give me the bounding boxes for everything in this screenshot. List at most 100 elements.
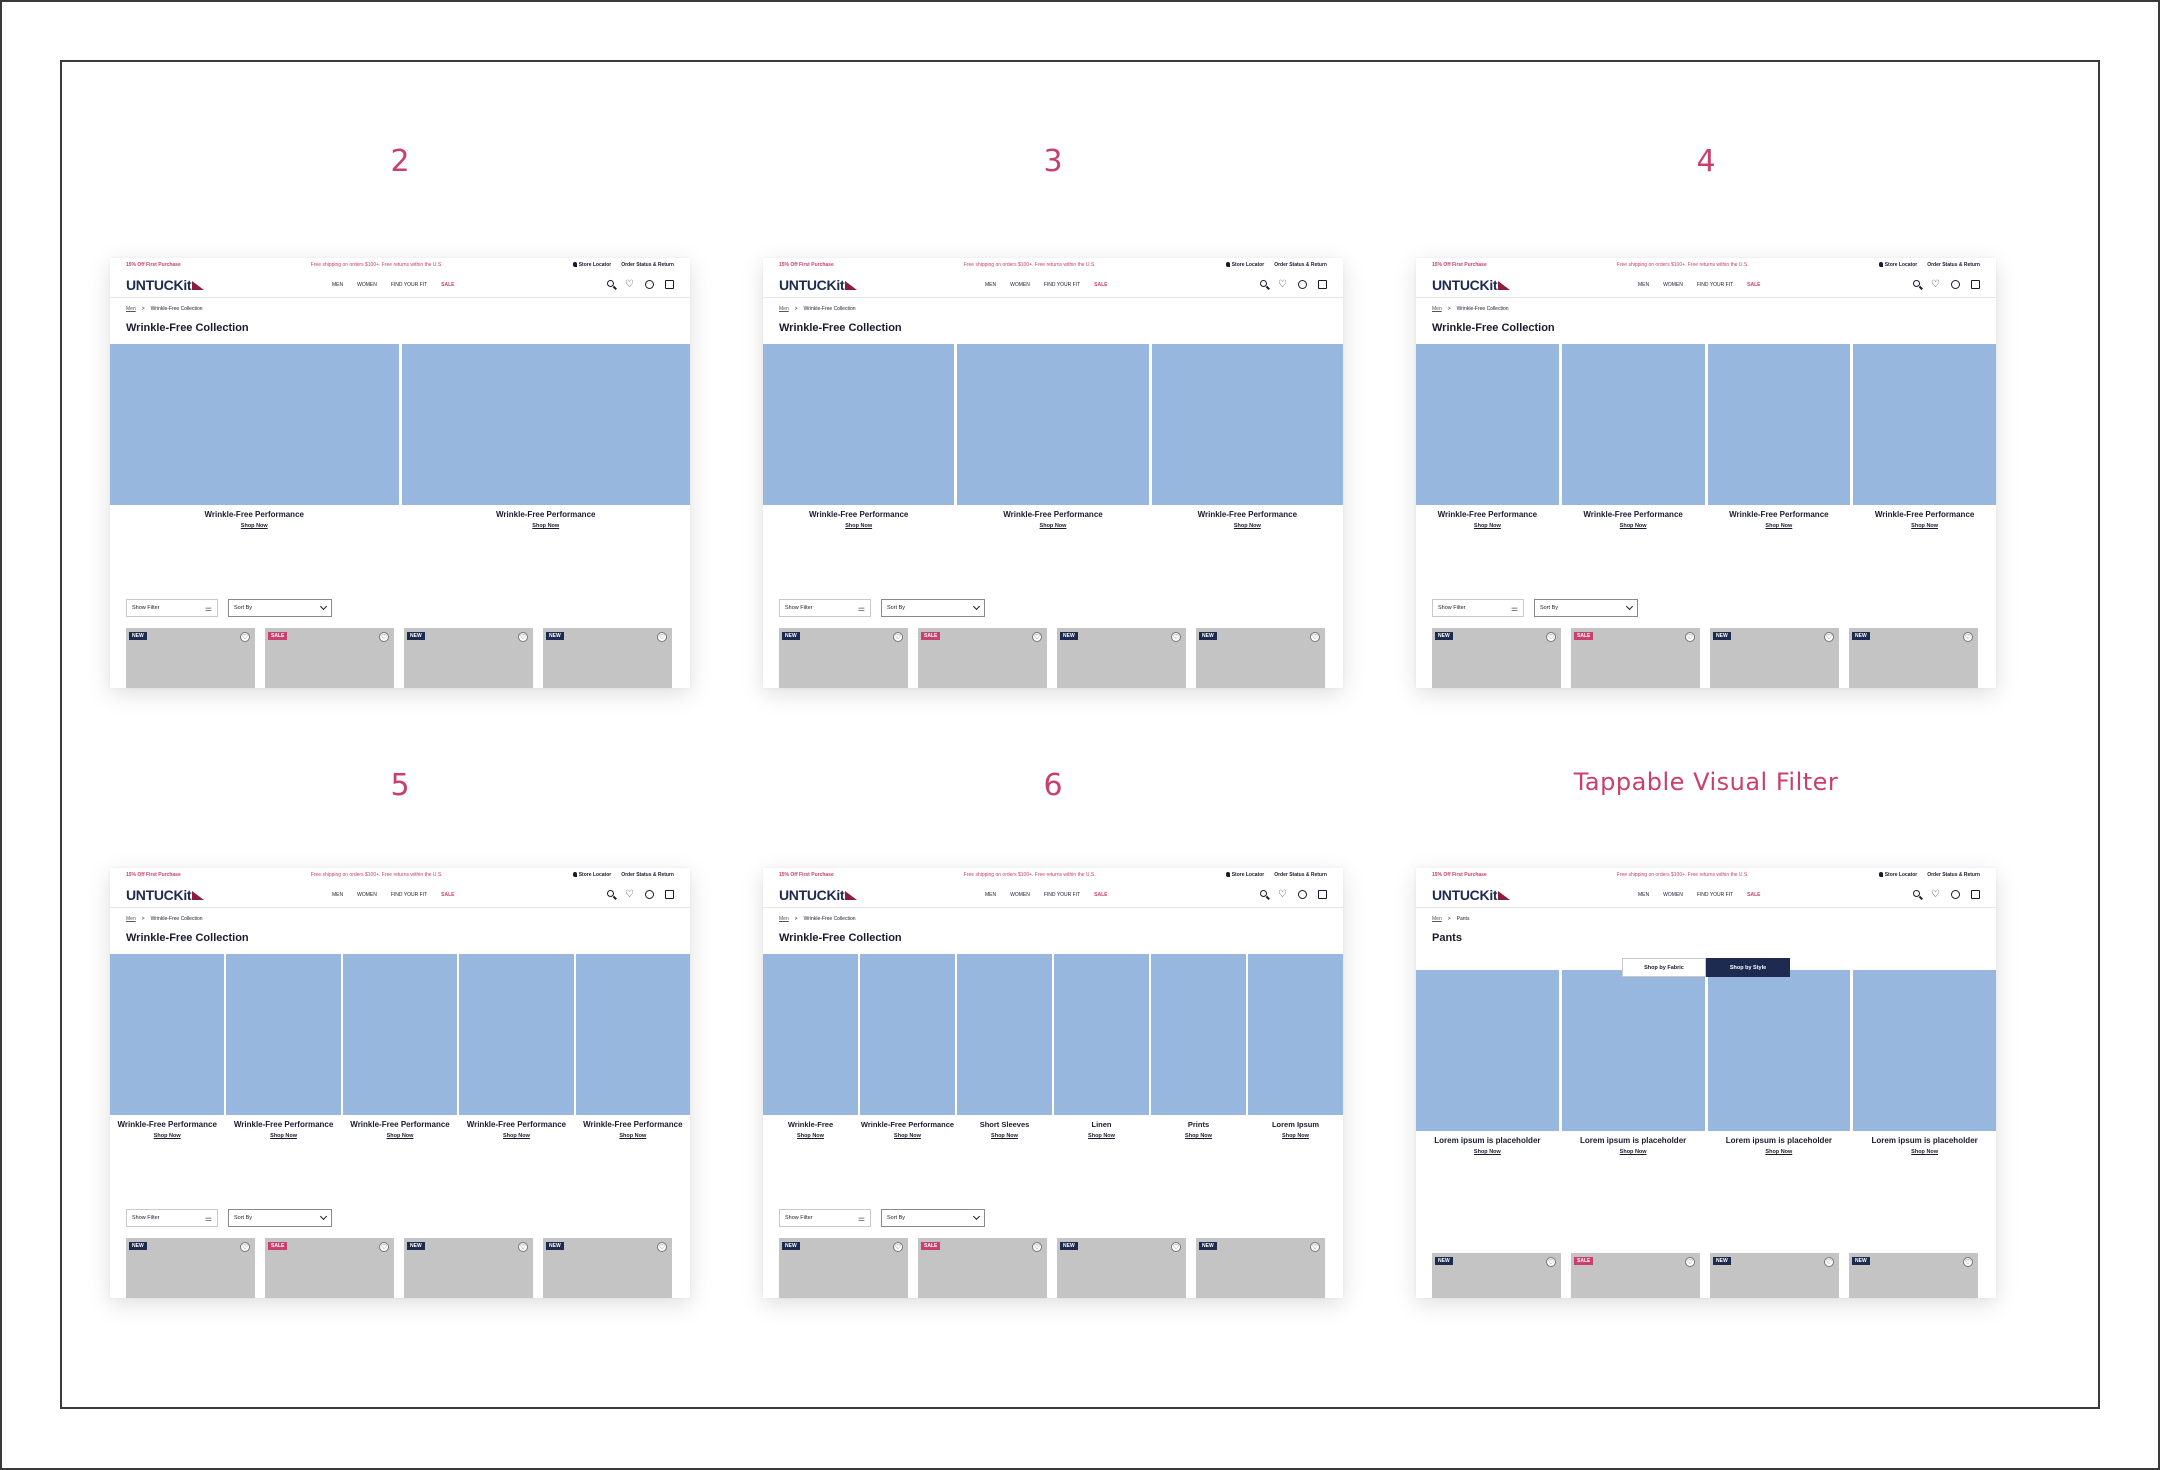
wishlist-heart-icon[interactable]: ♡ [1963, 632, 1973, 642]
account-icon[interactable] [1298, 280, 1307, 289]
nav-men[interactable]: MEN [1638, 282, 1650, 288]
category-tile-image[interactable] [459, 954, 574, 1115]
account-icon[interactable] [1951, 280, 1960, 289]
promo-offer-link[interactable]: 15% Off First Purchase [1432, 872, 1487, 878]
promo-offer-link[interactable]: 15% Off First Purchase [126, 872, 181, 878]
store-locator-link[interactable]: Store Locator [572, 872, 611, 878]
store-locator-link[interactable]: Store Locator [1878, 262, 1917, 268]
product-card[interactable]: NEW ♡ [1710, 1253, 1839, 1298]
account-icon[interactable] [1298, 890, 1307, 899]
sort-by-select[interactable]: Sort By [881, 1209, 985, 1227]
account-icon[interactable] [1951, 890, 1960, 899]
breadcrumb-home[interactable]: Men [1432, 306, 1442, 312]
product-card[interactable]: SALE ♡ [918, 628, 1047, 688]
store-locator-link[interactable]: Store Locator [1225, 262, 1264, 268]
shop-now-link[interactable]: Shop Now [845, 523, 873, 529]
shop-now-link[interactable]: Shop Now [1473, 523, 1501, 529]
order-status-link[interactable]: Order Status & Return [1927, 872, 1980, 878]
breadcrumb-home[interactable]: Men [126, 306, 136, 312]
heart-icon[interactable]: ♡ [1278, 889, 1287, 900]
product-card[interactable]: NEW ♡ [1057, 628, 1186, 688]
category-tile-image[interactable] [1853, 344, 1996, 505]
category-tile-image[interactable] [1248, 954, 1343, 1115]
untuckit-logo[interactable]: UNTUCK it [779, 887, 858, 903]
order-status-link[interactable]: Order Status & Return [1274, 872, 1327, 878]
untuckit-logo[interactable]: UNTUCK it [126, 887, 205, 903]
account-icon[interactable] [645, 890, 654, 899]
store-locator-link[interactable]: Store Locator [572, 262, 611, 268]
shop-by-fabric-tab[interactable]: Shop by Fabric [1622, 958, 1706, 977]
wishlist-heart-icon[interactable]: ♡ [379, 1242, 389, 1252]
shop-now-link[interactable]: Shop Now [153, 1133, 181, 1139]
bag-icon[interactable] [1971, 890, 1980, 899]
category-tile-image[interactable] [1707, 344, 1851, 505]
category-tile-image[interactable] [763, 344, 955, 505]
shop-now-link[interactable]: Shop Now [991, 1133, 1018, 1139]
nav-sale[interactable]: SALE [1094, 892, 1108, 898]
nav-sale[interactable]: SALE [441, 282, 455, 288]
product-card[interactable]: NEW ♡ [1196, 1238, 1325, 1298]
nav-sale[interactable]: SALE [441, 892, 455, 898]
wishlist-heart-icon[interactable]: ♡ [657, 632, 667, 642]
untuckit-logo[interactable]: UNTUCK it [1432, 277, 1511, 293]
wishlist-heart-icon[interactable]: ♡ [518, 1242, 528, 1252]
category-tile-image[interactable] [1416, 970, 1559, 1131]
wishlist-heart-icon[interactable]: ♡ [240, 632, 250, 642]
shop-now-link[interactable]: Shop Now [619, 1133, 647, 1139]
category-tile-image[interactable] [1561, 344, 1705, 505]
search-icon[interactable] [1913, 280, 1920, 287]
category-tile-image[interactable] [401, 344, 690, 505]
bag-icon[interactable] [1971, 280, 1980, 289]
category-tile-image[interactable] [110, 954, 225, 1115]
nav-men[interactable]: MEN [1638, 892, 1650, 898]
show-filter-button[interactable]: Show Filter ⚌ [126, 1209, 218, 1227]
bag-icon[interactable] [1318, 280, 1327, 289]
category-tile-image[interactable] [110, 344, 399, 505]
breadcrumb-home[interactable]: Men [126, 916, 136, 922]
category-tile-image[interactable] [342, 954, 458, 1115]
product-card[interactable]: NEW ♡ [1432, 628, 1561, 688]
shop-now-link[interactable]: Shop Now [532, 523, 560, 529]
sort-by-select[interactable]: Sort By [881, 599, 985, 617]
nav-sale[interactable]: SALE [1747, 282, 1761, 288]
category-tile-image[interactable] [1151, 954, 1246, 1115]
order-status-link[interactable]: Order Status & Return [1927, 262, 1980, 268]
wishlist-heart-icon[interactable]: ♡ [1032, 632, 1042, 642]
promo-offer-link[interactable]: 15% Off First Purchase [779, 872, 834, 878]
bag-icon[interactable] [665, 890, 674, 899]
promo-offer-link[interactable]: 15% Off First Purchase [1432, 262, 1487, 268]
heart-icon[interactable]: ♡ [1931, 279, 1940, 290]
product-card[interactable]: SALE ♡ [265, 1238, 394, 1298]
sort-by-select[interactable]: Sort By [1534, 599, 1638, 617]
wishlist-heart-icon[interactable]: ♡ [1171, 1242, 1181, 1252]
nav-find-your-fit[interactable]: FIND YOUR FIT [390, 892, 428, 898]
wishlist-heart-icon[interactable]: ♡ [379, 632, 389, 642]
nav-women[interactable]: WOMEN [1663, 282, 1683, 288]
product-card[interactable]: NEW ♡ [1196, 628, 1325, 688]
sort-by-select[interactable]: Sort By [228, 599, 332, 617]
shop-now-link[interactable]: Shop Now [1282, 1133, 1309, 1139]
show-filter-button[interactable]: Show Filter ⚌ [1432, 599, 1524, 617]
search-icon[interactable] [1913, 890, 1920, 897]
product-card[interactable]: NEW ♡ [1849, 1253, 1978, 1298]
category-tile-image[interactable] [763, 954, 858, 1115]
search-icon[interactable] [1260, 280, 1267, 287]
nav-women[interactable]: WOMEN [1010, 892, 1030, 898]
product-card[interactable]: NEW ♡ [404, 1238, 533, 1298]
shop-now-link[interactable]: Shop Now [1911, 523, 1939, 529]
shop-now-link[interactable]: Shop Now [270, 1133, 298, 1139]
nav-find-your-fit[interactable]: FIND YOUR FIT [1043, 282, 1081, 288]
bag-icon[interactable] [665, 280, 674, 289]
sort-by-select[interactable]: Sort By [228, 1209, 332, 1227]
promo-offer-link[interactable]: 15% Off First Purchase [779, 262, 834, 268]
show-filter-button[interactable]: Show Filter ⚌ [779, 1209, 871, 1227]
category-tile-image[interactable] [860, 954, 955, 1115]
untuckit-logo[interactable]: UNTUCK it [779, 277, 858, 293]
nav-men[interactable]: MEN [985, 282, 997, 288]
product-card[interactable]: NEW ♡ [126, 628, 255, 688]
nav-find-your-fit[interactable]: FIND YOUR FIT [1696, 892, 1734, 898]
product-card[interactable]: SALE ♡ [1571, 1253, 1700, 1298]
product-card[interactable]: NEW ♡ [543, 1238, 672, 1298]
wishlist-heart-icon[interactable]: ♡ [1963, 1257, 1973, 1267]
shop-now-link[interactable]: Shop Now [797, 1133, 824, 1139]
